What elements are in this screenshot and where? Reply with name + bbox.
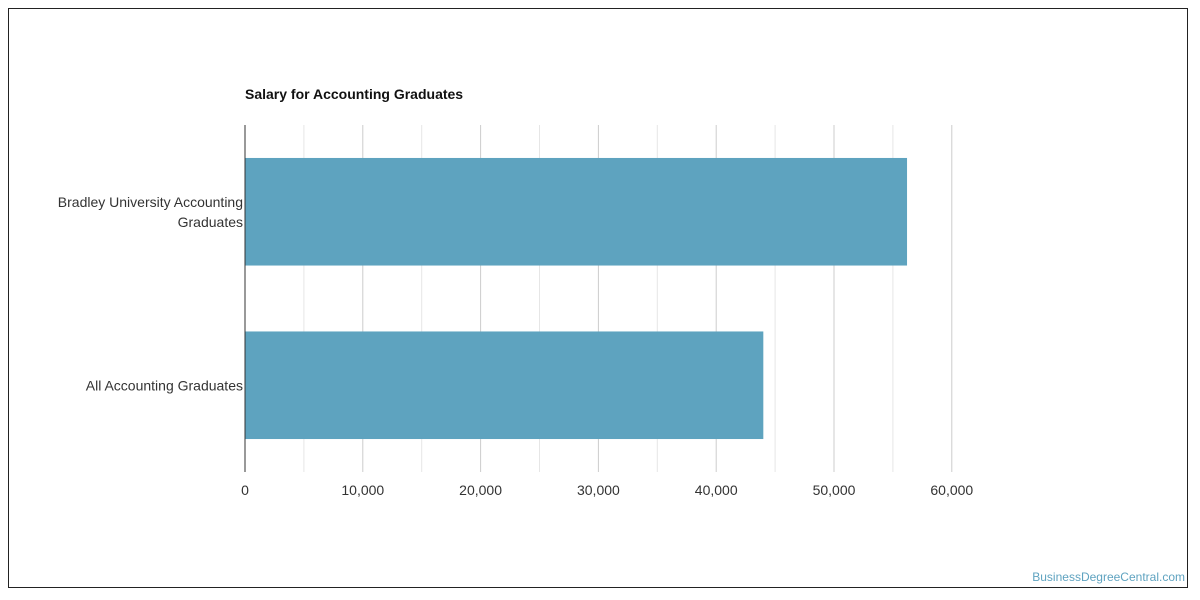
x-axis-ticks: 0 10,000 20,000 30,000 40,000 50,000 60,000 xyxy=(241,482,973,498)
category-labels: Bradley University Accounting Graduates Al… xyxy=(58,194,243,394)
x-tick-label: 40,000 xyxy=(695,482,738,498)
bars xyxy=(245,157,908,440)
x-tick-label: 10,000 xyxy=(341,482,384,498)
x-tick-label: 60,000 xyxy=(930,482,973,498)
bar-1 xyxy=(245,157,908,266)
x-tick-label: 30,000 xyxy=(577,482,620,498)
x-tick-label: 20,000 xyxy=(459,482,502,498)
chart-title: Salary for Accounting Graduates xyxy=(245,86,463,102)
category-label: Bradley University Accounting Graduates xyxy=(58,194,243,230)
category-label: All Accounting Graduates xyxy=(86,377,243,393)
watermark: BusinessDegreeCentral.com xyxy=(1032,570,1185,584)
x-tick-label: 0 xyxy=(241,482,249,498)
bar-2 xyxy=(245,331,764,440)
x-tick-label: 50,000 xyxy=(813,482,856,498)
